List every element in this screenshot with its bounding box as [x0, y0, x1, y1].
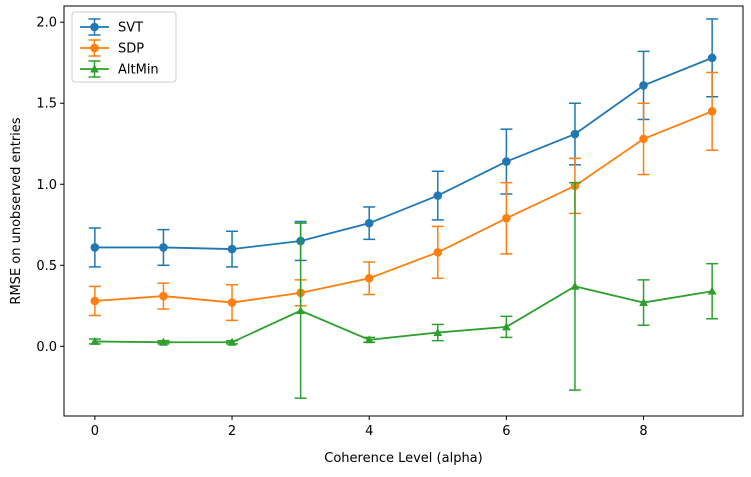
- altmin-line: [94, 285, 713, 344]
- x-tick-label: 8: [639, 424, 647, 439]
- altmin-point: [707, 286, 717, 295]
- legend-box: [71, 11, 177, 83]
- altmin-point: [227, 337, 237, 346]
- svt-point: [227, 244, 237, 254]
- legend-svt-label: SVT: [118, 21, 143, 36]
- svt-point: [433, 191, 443, 200]
- sdp-point: [502, 213, 511, 223]
- series-layer: [88, 18, 719, 399]
- sdp-point: [707, 107, 717, 116]
- y-tick-label: 0.5: [36, 259, 57, 274]
- altmin-point: [433, 327, 443, 336]
- sdp-point: [639, 134, 648, 144]
- x-tick-label: 0: [91, 424, 99, 439]
- legend-altmin-label: AltMin: [118, 63, 159, 78]
- plot-frame: [63, 5, 744, 417]
- legend-svt-marker: [90, 22, 99, 32]
- y-tick-label: 2.0: [36, 16, 57, 31]
- svt-point: [159, 243, 168, 252]
- sdp-point: [90, 296, 100, 306]
- svt-point: [90, 243, 100, 252]
- svt-line: [94, 57, 713, 250]
- legend-altmin-marker: [90, 64, 99, 73]
- svt-point: [570, 129, 580, 139]
- axes-layer: 0 2 4 6 8 0.0 0.5 1.0 1.5 2.0: [36, 16, 647, 439]
- x-tick-label: 4: [365, 424, 373, 439]
- svt-point: [639, 81, 648, 90]
- legend: SVT SDP AltMin: [71, 11, 177, 83]
- sdp-point: [159, 291, 168, 301]
- altmin-point: [296, 306, 305, 315]
- altmin-point: [159, 337, 168, 346]
- legend-sdp-marker: [90, 43, 99, 53]
- svt-point: [502, 157, 511, 166]
- x-tick-label: 2: [228, 424, 236, 439]
- altmin-point: [639, 297, 648, 307]
- x-axis-label: Coherence Level (alpha): [324, 451, 482, 466]
- svt-point: [707, 53, 717, 63]
- altmin-point: [502, 322, 511, 331]
- altmin-point: [570, 281, 580, 290]
- legend-sdp-label: SDP: [118, 42, 144, 57]
- sdp-point: [433, 248, 443, 257]
- y-axis-label: RMSE on unobserved entries: [9, 117, 24, 304]
- svt-point: [364, 218, 374, 228]
- sdp-point: [364, 273, 374, 283]
- altmin-point: [364, 335, 374, 344]
- y-tick-label: 1.0: [36, 178, 57, 193]
- y-tick-label: 0.0: [36, 340, 57, 355]
- altmin-point: [90, 336, 100, 345]
- sdp-point: [227, 298, 237, 307]
- x-tick-label: 6: [502, 424, 510, 439]
- y-tick-label: 1.5: [36, 97, 57, 112]
- series-altmin: [88, 181, 719, 399]
- sdp-line: [94, 110, 713, 304]
